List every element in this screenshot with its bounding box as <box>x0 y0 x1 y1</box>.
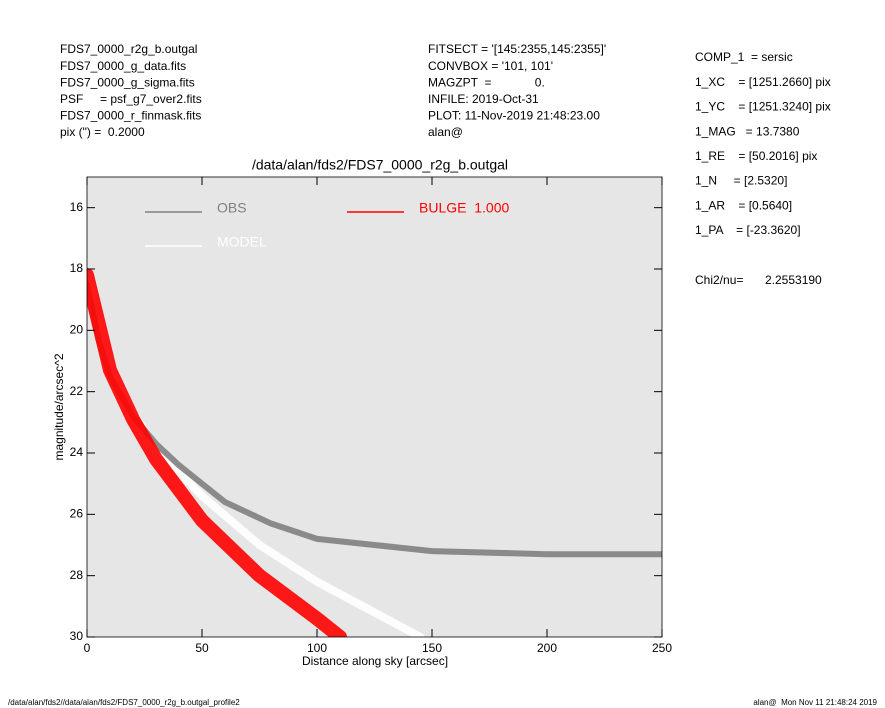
header-text: FDS7_0000_g_sigma.fits <box>60 75 195 89</box>
header-text: CONVBOX = '101, 101' <box>428 59 553 73</box>
y-tick-label: 30 <box>70 629 84 643</box>
param-text: 1_N = [2.5320] <box>695 174 787 188</box>
param-text: 1_XC = [1251.2660] pix <box>695 75 831 89</box>
legend-label: MODEL <box>217 234 267 250</box>
y-tick-label: 28 <box>70 568 84 582</box>
param-text: 1_PA = [-23.3620] <box>695 223 801 237</box>
param-text: COMP_1 = sersic <box>695 50 793 64</box>
y-tick-label: 16 <box>70 200 84 214</box>
x-tick-label: 100 <box>307 641 327 655</box>
param-text: 1_YC = [1251.3240] pix <box>695 100 831 114</box>
param-text: 1_MAG = 13.7380 <box>695 124 800 138</box>
header-text: FDS7_0000_g_data.fits <box>60 59 186 73</box>
plot-frame <box>86 176 663 638</box>
param-text: 1_AR = [0.5640] <box>695 198 792 212</box>
x-tick-label: 200 <box>537 641 557 655</box>
x-tick-label: 150 <box>422 641 442 655</box>
header-text: pix (") = 0.2000 <box>60 125 145 139</box>
header-text: PSF = psf_g7_over2.fits <box>60 92 202 106</box>
header-text: FDS7_0000_r_finmask.fits <box>60 109 201 123</box>
chart-title: /data/alan/fds2/FDS7_0000_r2g_b.outgal <box>252 157 508 173</box>
header-text: FDS7_0000_r2g_b.outgal <box>60 42 197 56</box>
y-tick-label: 22 <box>70 384 84 398</box>
y-tick-label: 18 <box>70 261 84 275</box>
footer-right: alan@ Mon Nov 11 21:48:24 2019 <box>753 698 877 707</box>
y-axis-label: magnitude/arcsec^2 <box>52 353 66 460</box>
legend-label: BULGE 1.000 <box>419 200 509 216</box>
y-tick-label: 20 <box>70 323 84 337</box>
data-line <box>87 268 347 637</box>
chi2-value: 2.2553190 <box>765 273 822 287</box>
header-text: PLOT: 11-Nov-2019 21:48:23.00 <box>428 109 600 123</box>
header-text: FITSECT = '[145:2355,145:2355]' <box>428 42 606 56</box>
header-text: MAGZPT = 0. <box>428 75 545 89</box>
x-tick-label: 0 <box>84 641 91 655</box>
header-text: alan@ <box>428 125 463 139</box>
legend-label: OBS <box>217 200 247 216</box>
y-tick-label: 24 <box>70 445 84 459</box>
plot-background <box>87 177 662 637</box>
x-axis-label: Distance along sky [arcsec] <box>302 654 448 668</box>
y-tick-label: 26 <box>70 507 84 521</box>
x-tick-label: 250 <box>652 641 672 655</box>
footer-left: /data/alan/fds2//data/alan/fds2/FDS7_000… <box>8 698 240 707</box>
header-text: INFILE: 2019-Oct-31 <box>428 92 539 106</box>
x-tick-label: 50 <box>195 641 209 655</box>
chi2-label: Chi2/nu= <box>695 273 743 287</box>
param-text: 1_RE = [50.2016] pix <box>695 149 817 163</box>
